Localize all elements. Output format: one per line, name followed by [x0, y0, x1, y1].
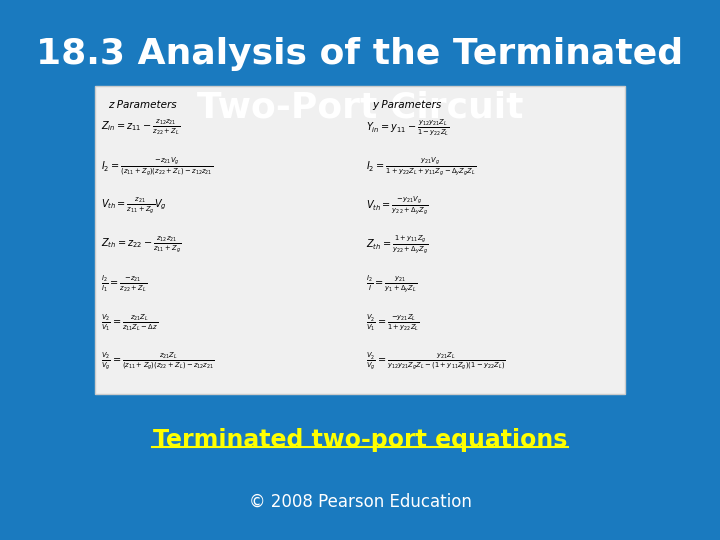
- Text: $V_{th} = \frac{-y_{21}V_g}{y_{22} + \Delta_y Z_g}$: $V_{th} = \frac{-y_{21}V_g}{y_{22} + \De…: [366, 194, 428, 217]
- Text: Terminated two-port equations: Terminated two-port equations: [153, 428, 567, 452]
- Text: $I_2 = \frac{-z_{21}V_g}{(z_{11} + Z_g)(z_{22} + Z_L) - z_{12}z_{21}}$: $I_2 = \frac{-z_{21}V_g}{(z_{11} + Z_g)(…: [102, 156, 214, 178]
- Text: $Z_{th} = z_{22} - \frac{z_{12}z_{21}}{z_{11} + Z_g}$: $Z_{th} = z_{22} - \frac{z_{12}z_{21}}{z…: [102, 234, 181, 255]
- Text: y Parameters: y Parameters: [373, 100, 442, 110]
- Text: $Z_{th} = \frac{1 + y_{11}Z_g}{y_{22} + \Delta_y Z_g}$: $Z_{th} = \frac{1 + y_{11}Z_g}{y_{22} + …: [366, 233, 429, 256]
- Text: $\frac{V_2}{V_1} = \frac{z_{21}Z_L}{z_{11}Z_L - \Delta z}$: $\frac{V_2}{V_1} = \frac{z_{21}Z_L}{z_{1…: [102, 312, 158, 333]
- FancyBboxPatch shape: [95, 86, 625, 394]
- Text: $\frac{V_2}{V_1} = \frac{-y_{21}Z_L}{1 + y_{22}Z_L}$: $\frac{V_2}{V_1} = \frac{-y_{21}Z_L}{1 +…: [366, 312, 420, 333]
- Text: $I_2 = \frac{y_{21}V_g}{1 + y_{22}Z_L + y_{11}Z_g - \Delta_y Z_g Z_L}$: $I_2 = \frac{y_{21}V_g}{1 + y_{22}Z_L + …: [366, 156, 477, 178]
- Text: $Y_{in} = y_{11} - \frac{y_{12}y_{21}Z_L}{1 - y_{22}Z_L}$: $Y_{in} = y_{11} - \frac{y_{12}y_{21}Z_L…: [366, 117, 450, 138]
- Text: 18.3 Analysis of the Terminated: 18.3 Analysis of the Terminated: [37, 37, 683, 71]
- Text: © 2008 Pearson Education: © 2008 Pearson Education: [248, 493, 472, 511]
- Text: $\frac{V_2}{V_g} = \frac{y_{21}Z_L}{y_{12}y_{21}Z_g Z_L - (1 + y_{11}Z_g)(1 - y_: $\frac{V_2}{V_g} = \frac{y_{21}Z_L}{y_{1…: [366, 350, 506, 373]
- Text: Two-Port Circuit: Two-Port Circuit: [197, 91, 523, 125]
- Text: $\frac{I_2}{I} = \frac{y_{21}}{y_1 + \Delta_y Z_L}$: $\frac{I_2}{I} = \frac{y_{21}}{y_1 + \De…: [366, 273, 418, 294]
- Text: $\frac{I_2}{I_1} = \frac{-z_{21}}{z_{22} + Z_L}$: $\frac{I_2}{I_1} = \frac{-z_{21}}{z_{22}…: [102, 273, 148, 294]
- Text: $V_{th} = \frac{z_{21}}{z_{11} + Z_g}V_g$: $V_{th} = \frac{z_{21}}{z_{11} + Z_g}V_g…: [102, 195, 167, 216]
- Text: z Parameters: z Parameters: [108, 100, 176, 110]
- Text: $Z_{in} = z_{11} - \frac{z_{12}z_{21}}{z_{22} + Z_L}$: $Z_{in} = z_{11} - \frac{z_{12}z_{21}}{z…: [102, 118, 181, 138]
- Text: $\frac{V_2}{V_g} = \frac{z_{21}Z_L}{(z_{11} + Z_g)(z_{22} + Z_L) - z_{12}z_{21}}: $\frac{V_2}{V_g} = \frac{z_{21}Z_L}{(z_{…: [102, 350, 215, 373]
